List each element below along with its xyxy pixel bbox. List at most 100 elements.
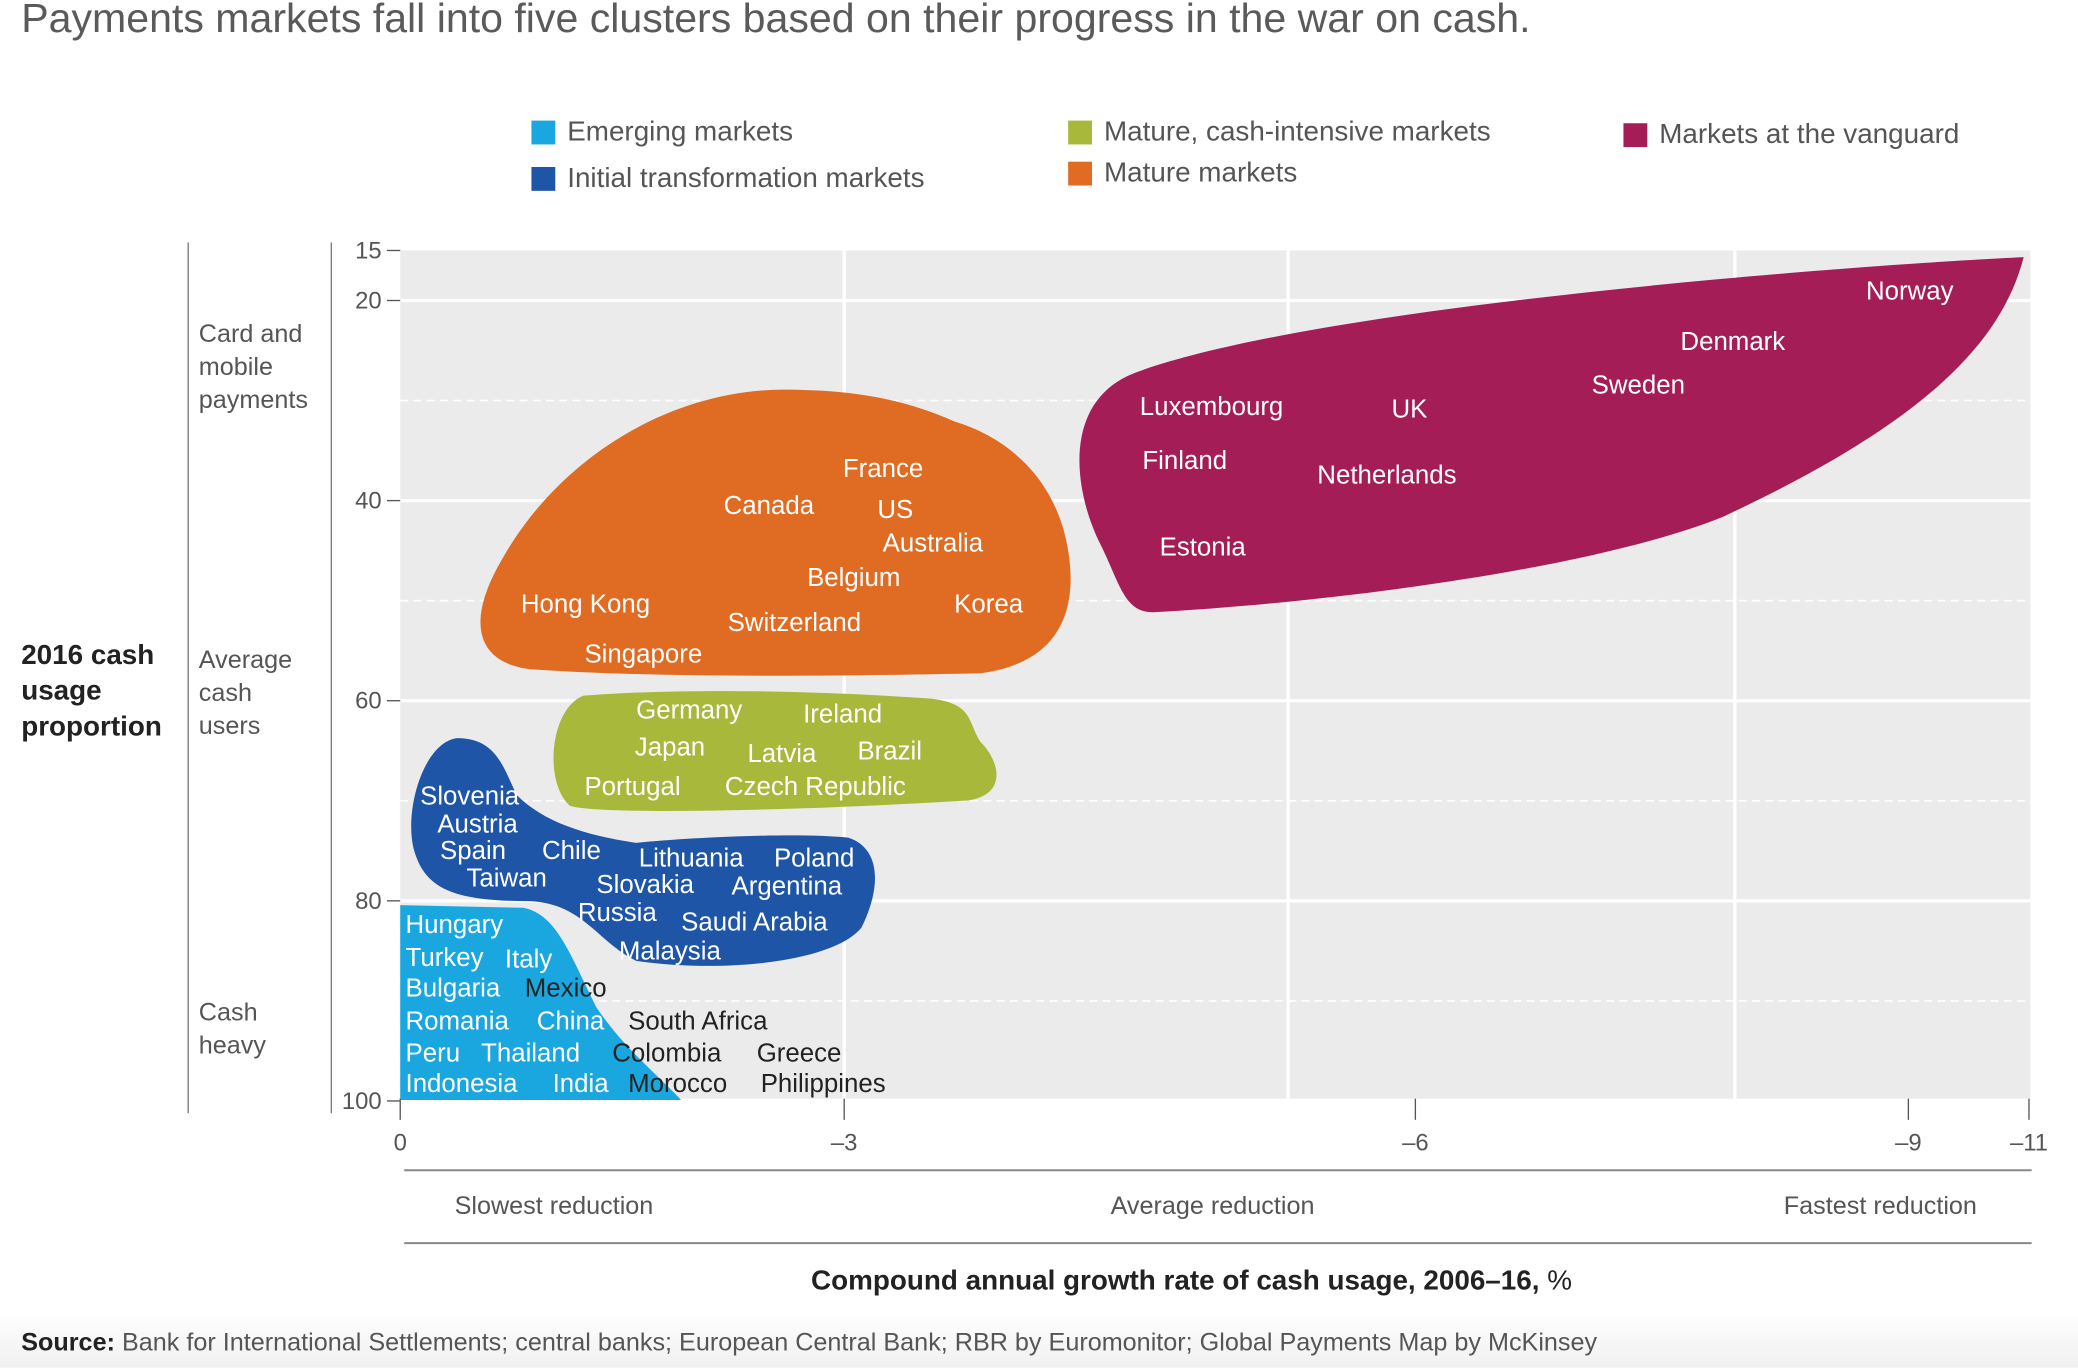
- country-label: Argentina: [732, 873, 843, 901]
- country-label: Ireland: [803, 700, 882, 728]
- x-axis-unit: %: [1547, 1265, 1572, 1297]
- legend-label: Markets at the vanguard: [1659, 119, 1960, 150]
- legend-item-mature: Mature markets: [1068, 158, 1297, 190]
- legend-swatch: [1623, 123, 1648, 148]
- country-label: Switzerland: [728, 609, 862, 637]
- country-label: Slovenia: [420, 782, 520, 810]
- y-tick-label: 20: [355, 287, 382, 314]
- country-label: Malaysia: [619, 937, 722, 965]
- country-label: Luxembourg: [1140, 393, 1284, 421]
- legend-swatch: [531, 166, 556, 191]
- legend-swatch: [1068, 161, 1093, 186]
- country-label: Sweden: [1592, 372, 1685, 400]
- country-label: Chile: [542, 837, 601, 865]
- country-label: Mexico: [525, 975, 607, 1003]
- cluster-mature: [480, 389, 1071, 676]
- country-label: Lithuania: [639, 845, 744, 873]
- source-note: Source: Bank for International Settlemen…: [21, 1329, 1597, 1358]
- legend-item-mature-cash-intensive: Mature, cash-intensive markets: [1068, 116, 1491, 149]
- country-label: Spain: [440, 837, 506, 865]
- country-label: Austria: [437, 810, 518, 838]
- legend-label: Mature markets: [1103, 157, 1298, 189]
- source-label: Source:: [21, 1329, 115, 1358]
- country-label: China: [537, 1008, 605, 1036]
- country-label: Peru: [406, 1040, 461, 1068]
- x-axis-title-text: Compound annual growth rate of cash usag…: [811, 1265, 1540, 1297]
- country-label: Italy: [505, 945, 552, 973]
- legend-swatch: [1068, 120, 1093, 145]
- band-average: Average reduction: [1110, 1192, 1315, 1221]
- country-label: US: [877, 496, 913, 524]
- cluster-emerging: [400, 905, 682, 1100]
- country-label: Denmark: [1680, 328, 1785, 356]
- country-label: India: [553, 1070, 610, 1098]
- country-label: Hungary: [406, 911, 504, 939]
- country-label: Japan: [635, 733, 705, 761]
- cluster-mature-cash-intensive: [553, 691, 997, 811]
- x-tick-label: 0: [394, 1129, 407, 1156]
- country-label: Turkey: [406, 944, 484, 972]
- country-label: South Africa: [628, 1008, 768, 1036]
- band-fastest: Fastest reduction: [1783, 1192, 1977, 1221]
- y-tick-label: 40: [355, 488, 382, 515]
- country-label: Belgium: [807, 564, 900, 592]
- country-label: Morocco: [628, 1070, 727, 1098]
- country-label: France: [843, 455, 923, 483]
- country-label: Korea: [954, 590, 1024, 618]
- y-tick-label: 100: [342, 1088, 382, 1115]
- country-label: Canada: [724, 492, 815, 520]
- country-label: Norway: [1866, 278, 1954, 306]
- country-label: UK: [1392, 395, 1428, 423]
- x-tick-label: –3: [831, 1129, 858, 1156]
- country-label: Germany: [636, 696, 742, 724]
- y-side-label-cash-heavy: Cash heavy: [198, 999, 266, 1061]
- x-tick-label: –9: [1895, 1129, 1922, 1156]
- country-label: Bulgaria: [406, 975, 501, 1003]
- legend-item-initial: Initial transformation markets: [531, 163, 925, 195]
- country-label: Saudi Arabia: [681, 908, 828, 936]
- country-label: Russia: [578, 899, 658, 927]
- country-label: Taiwan: [466, 865, 546, 893]
- country-label: Philippines: [761, 1070, 886, 1098]
- y-tick-label: 60: [355, 688, 382, 715]
- footer: [0, 1312, 2078, 1368]
- country-label: Finland: [1142, 447, 1227, 475]
- country-label: Thailand: [481, 1040, 580, 1068]
- source-text: Bank for International Settlements; cent…: [121, 1329, 1598, 1358]
- country-label: Portugal: [584, 773, 680, 801]
- legend-label: Initial transformation markets: [567, 163, 925, 194]
- country-label: Romania: [406, 1008, 510, 1036]
- x-axis-title: Compound annual growth rate of cash usag…: [811, 1266, 1572, 1298]
- country-label: Singapore: [584, 641, 702, 669]
- y-side-label-card: Card and mobile payments: [198, 320, 308, 415]
- country-label: Latvia: [747, 740, 817, 768]
- legend-swatch: [531, 120, 556, 145]
- y-tick-label: 80: [355, 888, 382, 915]
- country-label: Hong Kong: [521, 590, 650, 618]
- chart-title: Payments markets fall into five clusters…: [21, 0, 1531, 42]
- country-label: Slovakia: [596, 871, 694, 899]
- country-label: Netherlands: [1317, 462, 1456, 490]
- cluster-vanguard: [1079, 257, 2024, 613]
- country-label: Australia: [883, 529, 984, 557]
- cluster-initial: [411, 738, 875, 966]
- country-label: Indonesia: [406, 1070, 519, 1098]
- y-side-label-average: Average cash users: [198, 646, 293, 741]
- legend-label: Mature, cash-intensive markets: [1103, 116, 1491, 148]
- country-label: Colombia: [612, 1040, 722, 1068]
- y-tick-label: 15: [355, 237, 382, 264]
- country-label: Poland: [774, 845, 854, 873]
- legend-item-emerging: Emerging markets: [531, 117, 793, 149]
- y-axis-title: 2016 cash usage proportion: [21, 640, 162, 743]
- country-label: Czech Republic: [725, 773, 906, 801]
- country-label: Estonia: [1160, 533, 1247, 561]
- legend-item-vanguard: Markets at the vanguard: [1623, 119, 1959, 151]
- country-label: Brazil: [857, 737, 922, 765]
- x-tick-label: –11: [2010, 1129, 2048, 1156]
- band-slowest: Slowest reduction: [454, 1192, 654, 1221]
- legend-label: Emerging markets: [567, 116, 794, 148]
- country-label: Greece: [757, 1040, 842, 1068]
- x-tick-label: –6: [1402, 1129, 1429, 1156]
